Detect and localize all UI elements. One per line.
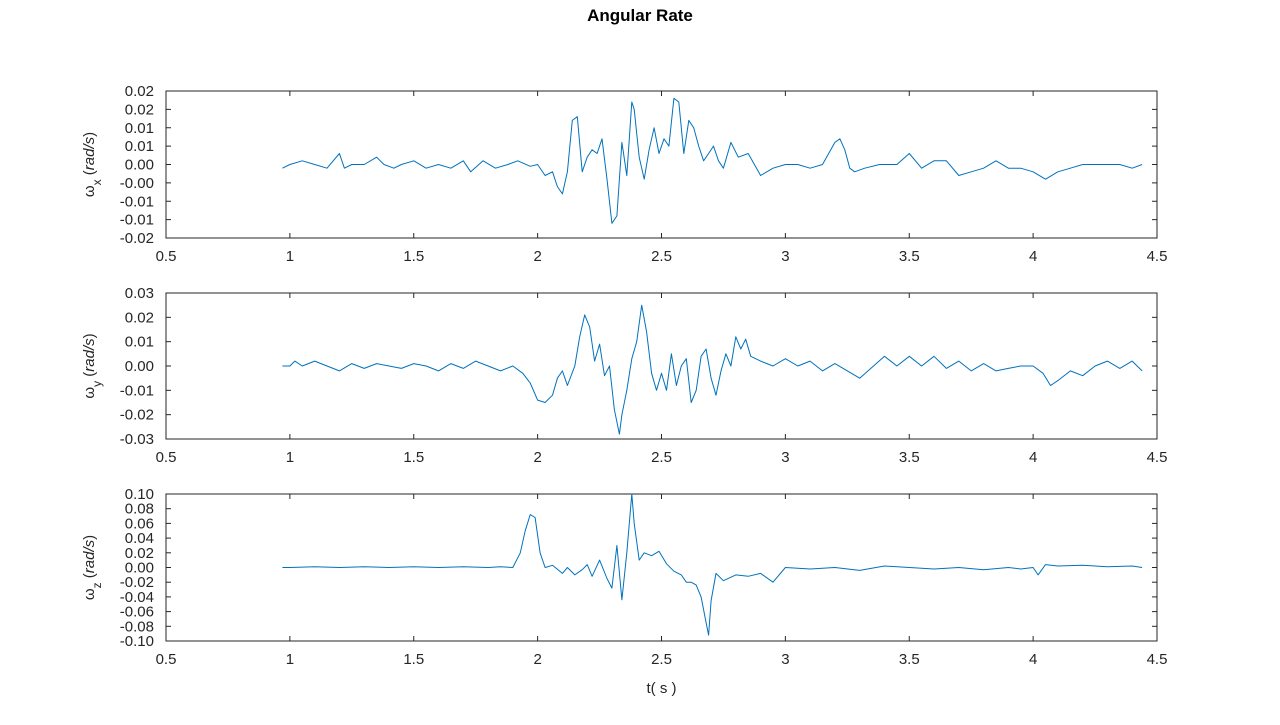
y-tick-label: 0.04 [125,530,154,547]
y-tick-label: 0.03 [125,285,154,302]
y-tick-label: 0.06 [125,515,154,532]
y-tick-label: -0.02 [120,407,154,424]
x-tick-label: 0.5 [156,651,177,668]
x-tick-label: 3 [781,248,789,265]
figure-title: Angular Rate [0,6,1280,26]
x-tick-label: 2.5 [651,651,672,668]
subplot-3: 0.5 1 1.5 2 2.5 3 3.5 4 4.5 -0.10-0.08-0.06-0.04-… [81,486,1167,668]
y-tick-label: 0.00 [125,560,154,577]
y-tick-label: 0.01 [125,120,154,137]
subplot-2: 0.5 1 1.5 2 2.5 3 3.5 4 4.5 -0.03 -0.02 -0.01 0.00 0.… [81,285,1167,466]
y-axis-label: ωx (rad/s) [81,132,104,197]
series-line [282,494,1142,635]
y-tick-label: -0.02 [120,574,154,591]
x-tick-label: 1 [286,248,294,265]
y-tick-label: -0.04 [120,589,154,606]
y-tick-label: -0.06 [120,604,154,621]
x-tick-label: 2.5 [651,449,672,466]
subplot-1: 0.5 1 1.5 2 2.5 3 3.5 4 4.5-0.02-0.01-0.01-0.000… [81,83,1167,265]
y-tick-label: 0.08 [125,501,154,518]
y-axis-label: ωy (rad/s) [81,333,104,398]
x-tick-label: 4 [1029,449,1037,466]
x-tick-label: 0.5 [156,248,177,265]
y-tick-label: -0.01 [120,212,154,229]
x-tick-label: 1.5 [403,248,424,265]
y-tick-label: 0.02 [125,309,154,326]
x-tick-label: 0.5 [156,449,177,466]
y-tick-label: 0.02 [125,83,154,100]
y-tick-label: 0.02 [125,101,154,118]
y-tick-label: 0.00 [125,157,154,174]
y-tick-label: 0.01 [125,334,154,351]
x-tick-label: 1.5 [403,651,424,668]
y-tick-label: 0.01 [125,138,154,155]
x-tick-label: 2.5 [651,248,672,265]
x-tick-label: 1.5 [403,449,424,466]
y-tick-label: -0.01 [120,193,154,210]
x-tick-label: 3.5 [899,651,920,668]
y-tick-label: 0.10 [125,486,154,503]
x-tick-label: 4.5 [1147,248,1168,265]
y-tick-label: 0.02 [125,545,154,562]
y-tick-label: -0.02 [120,230,154,247]
y-tick-label: -0.01 [120,382,154,399]
y-tick-label: -0.00 [120,175,154,192]
x-axis-label: t( s ) [647,680,677,697]
axes-box [166,293,1157,439]
y-tick-label: 0.00 [125,358,154,375]
x-tick-label: 1 [286,449,294,466]
x-tick-label: 2 [533,651,541,668]
x-tick-label: 3 [781,449,789,466]
series-line [282,305,1142,434]
x-tick-label: 4.5 [1147,651,1168,668]
y-tick-label: -0.08 [120,618,154,635]
x-tick-label: 2 [533,248,541,265]
x-tick-label: 4 [1029,248,1037,265]
x-tick-label: 1 [286,651,294,668]
x-tick-label: 3.5 [899,449,920,466]
x-tick-label: 3 [781,651,789,668]
y-tick-label: -0.10 [120,633,154,650]
y-axis-label: ωz (rad/s) [81,535,104,600]
x-tick-label: 4 [1029,651,1037,668]
x-tick-label: 2 [533,449,541,466]
series-line [282,98,1142,223]
y-tick-label: -0.03 [120,431,154,448]
x-tick-label: 3.5 [899,248,920,265]
x-tick-label: 4.5 [1147,449,1168,466]
